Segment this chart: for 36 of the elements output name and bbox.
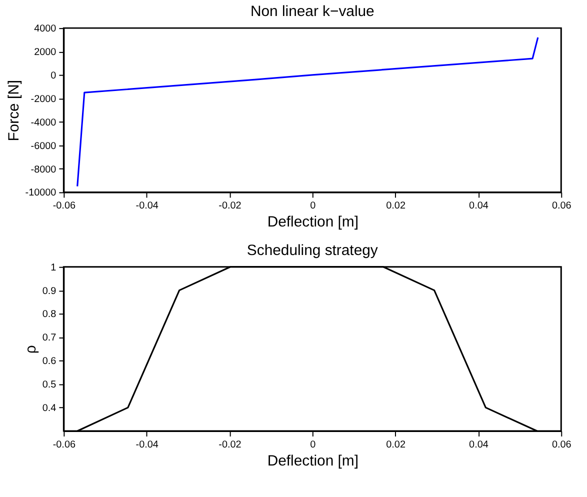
chart-title: Scheduling strategy: [246, 242, 378, 259]
x-tick-label: -0.04: [136, 200, 159, 212]
y-tick-label: 1: [50, 262, 57, 274]
y-tick-label: -4000: [30, 117, 57, 128]
x-tick-label: 0: [310, 200, 316, 212]
y-tick-label: -10000: [25, 188, 57, 199]
x-tick-label: -0.02: [218, 439, 242, 450]
y-tick-label: 0.5: [42, 380, 57, 391]
y-tick-label: -6000: [30, 140, 57, 152]
x-tick-label: 0.02: [386, 439, 406, 450]
line-series: [76, 36, 539, 188]
x-tick-label: -0.02: [218, 200, 242, 212]
y-tick-label: 0: [50, 70, 57, 82]
y-tick-label: 0.8: [42, 309, 57, 320]
y-tick-label: 0.6: [42, 356, 57, 368]
x-axis-title: Deflection [m]: [267, 452, 358, 470]
y-tick-label: 4000: [34, 24, 57, 35]
y-tick-label: 2000: [34, 46, 57, 58]
y-axis-title: ρ: [22, 345, 40, 354]
x-tick-label: 0.04: [469, 200, 489, 212]
x-tick-label: 0: [310, 439, 316, 450]
x-tick-label: 0.06: [552, 200, 572, 212]
x-tick-label: -0.06: [52, 200, 76, 212]
y-tick-label: 0.7: [42, 332, 57, 344]
x-tick-label: -0.06: [52, 439, 76, 450]
x-tick-label: 0.02: [386, 200, 406, 212]
y-tick-label: -8000: [30, 164, 57, 176]
x-tick-label: 0.04: [469, 439, 489, 450]
x-axis-title: Deflection [m]: [267, 214, 358, 231]
chart-title: Non linear k−value: [250, 3, 374, 20]
x-tick-label: 0.06: [552, 439, 572, 450]
y-tick-label: -2000: [30, 94, 57, 105]
x-tick-label: -0.04: [136, 439, 159, 450]
y-axis-title: Force [N]: [5, 80, 22, 142]
y-tick-label: 0.4: [42, 403, 57, 414]
y-tick-label: 0.9: [42, 286, 57, 297]
